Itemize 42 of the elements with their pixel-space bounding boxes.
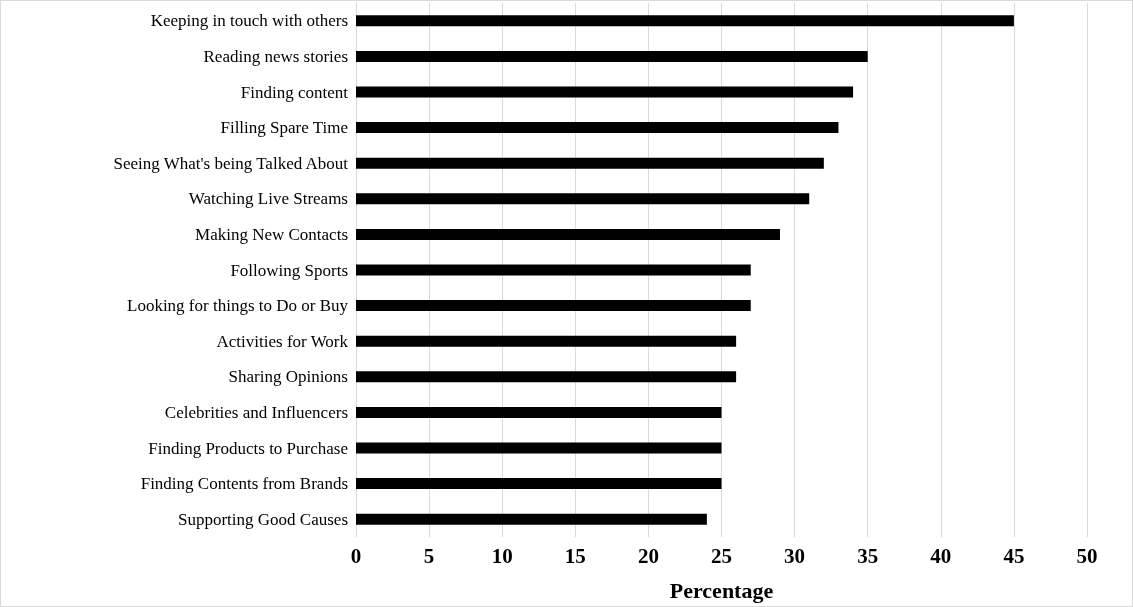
bar: [356, 122, 839, 134]
y-tick-label: Sharing Opinions: [228, 367, 348, 387]
y-tick-label: Watching Live Streams: [188, 189, 348, 209]
y-tick-label: Supporting Good Causes: [178, 509, 348, 529]
y-tick-label: Reading news stories: [203, 46, 348, 66]
bar: [356, 442, 722, 454]
y-tick-label: Finding Products to Purchase: [148, 438, 348, 458]
x-tick-label: 10: [491, 543, 513, 568]
y-tick-label: Following Sports: [230, 260, 348, 280]
y-tick-label: Celebrities and Influencers: [164, 402, 348, 422]
x-tick-label: 40: [930, 543, 952, 568]
bar: [356, 478, 722, 490]
y-tick-label: Making New Contacts: [195, 224, 348, 244]
x-tick-label: 15: [564, 543, 586, 568]
x-axis-title: Percentage: [669, 577, 774, 603]
y-tick-label: Finding content: [240, 82, 349, 102]
x-tick-label: 35: [857, 543, 879, 568]
bar: [356, 193, 810, 205]
bar: [356, 264, 751, 276]
y-tick-label: Filling Spare Time: [220, 118, 348, 138]
y-tick-label: Activities for Work: [216, 331, 349, 351]
x-tick-label: 0: [350, 543, 362, 568]
y-tick-label: Keeping in touch with others: [150, 11, 348, 31]
x-tick-label: 20: [637, 543, 659, 568]
y-tick-label: Looking for things to Do or Buy: [127, 296, 349, 316]
y-tick-label: Seeing What's being Talked About: [113, 153, 349, 173]
bar: [356, 157, 824, 169]
x-tick-label: 5: [423, 543, 435, 568]
bar: [356, 300, 751, 312]
x-tick-label: 50: [1076, 543, 1098, 568]
bar: [356, 371, 737, 383]
bar: [356, 228, 780, 240]
bar: [356, 406, 722, 418]
bar: [356, 513, 707, 525]
x-tick-label: 25: [711, 543, 732, 568]
bar: [356, 15, 1014, 27]
y-tick-label: Finding Contents from Brands: [140, 474, 348, 494]
bar: [356, 50, 868, 62]
x-tick-label: 30: [784, 543, 806, 568]
bar: [356, 335, 737, 347]
bar: [356, 86, 854, 98]
x-tick-label: 45: [1003, 543, 1025, 568]
